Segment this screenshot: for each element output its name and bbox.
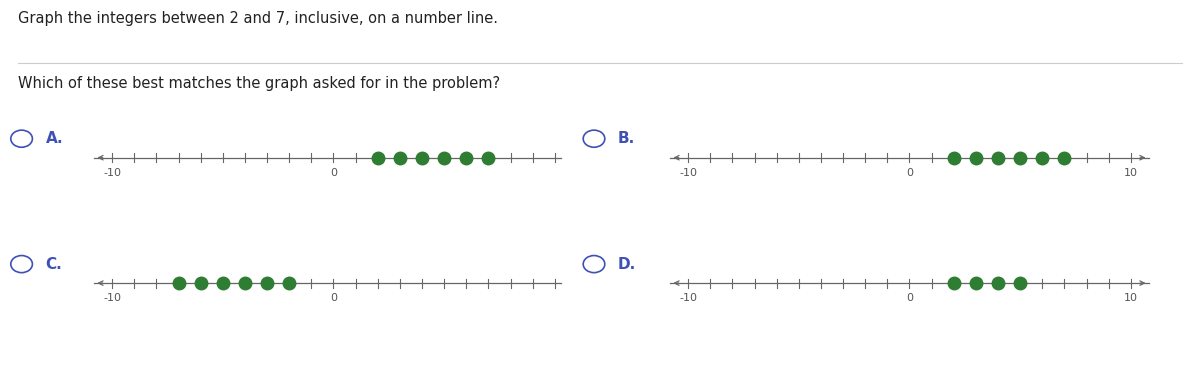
Text: Which of these best matches the graph asked for in the problem?: Which of these best matches the graph as… bbox=[18, 76, 500, 91]
Text: 10: 10 bbox=[1123, 293, 1138, 304]
Text: -10: -10 bbox=[103, 168, 121, 178]
Text: D.: D. bbox=[618, 256, 636, 272]
Text: C.: C. bbox=[46, 256, 62, 272]
Text: 0: 0 bbox=[906, 168, 913, 178]
Text: -10: -10 bbox=[679, 168, 697, 178]
Text: B.: B. bbox=[618, 131, 635, 146]
Text: -10: -10 bbox=[103, 293, 121, 304]
Text: -10: -10 bbox=[679, 293, 697, 304]
Text: 0: 0 bbox=[906, 293, 913, 304]
Text: 10: 10 bbox=[1123, 168, 1138, 178]
Text: A.: A. bbox=[46, 131, 64, 146]
Text: 0: 0 bbox=[330, 293, 337, 304]
Text: Graph the integers between 2 and 7, inclusive, on a number line.: Graph the integers between 2 and 7, incl… bbox=[18, 11, 498, 26]
Text: 0: 0 bbox=[330, 168, 337, 178]
